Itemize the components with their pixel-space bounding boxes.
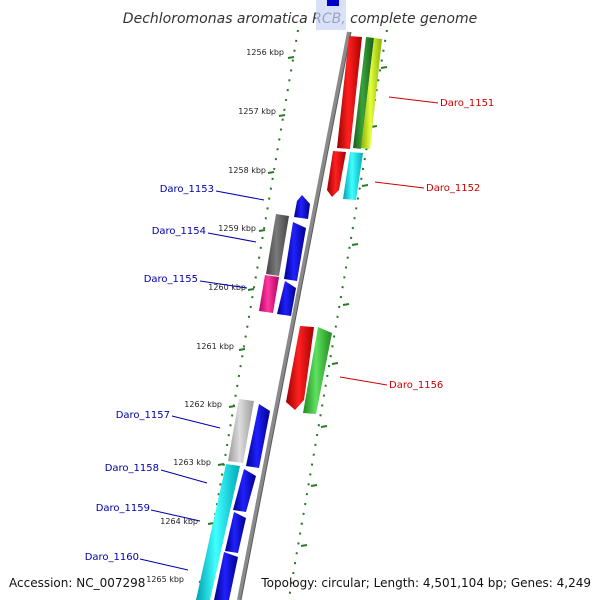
tick-label-1265: 1265 kbp	[146, 575, 184, 584]
genome-backbone-shadow	[240, 31, 352, 600]
gene-label-daro-1156[interactable]: Daro_1156	[389, 380, 443, 391]
gene-feature-blue-1158	[233, 469, 256, 512]
gene-feature-cyan-1152	[343, 152, 363, 200]
gene-daro-1157-features	[228, 399, 270, 468]
map-title: Dechloromonas aromatica RCB, complete ge…	[123, 11, 477, 27]
gene-feature-blue-1159	[225, 512, 246, 553]
gene-daro-1154-features	[266, 214, 306, 281]
tick-label-1258: 1258 kbp	[228, 166, 266, 175]
gene-daro-1156-features	[286, 326, 332, 414]
gene-label-daro-1157[interactable]: Daro_1157	[116, 410, 170, 421]
gene-feature-blue-1157	[246, 404, 270, 468]
gene-feature-lime	[361, 38, 382, 149]
tick-label-1260: 1260 kbp	[208, 283, 246, 292]
gene-feature-red-1152	[327, 151, 346, 197]
forward-track-dotted	[288, 29, 388, 599]
gene-daro-1160-feature	[214, 552, 238, 600]
gene-feature-red-1156	[286, 326, 314, 410]
gene-daro-1159-feature	[225, 512, 246, 553]
gene-label-daro-1158[interactable]: Daro_1158	[105, 463, 159, 474]
reverse-gene-labels	[139, 190, 265, 571]
gene-label-daro-1160[interactable]: Daro_1160	[85, 552, 139, 563]
gene-label-daro-1153[interactable]: Daro_1153	[160, 184, 214, 195]
gene-feature-red-1151	[337, 36, 362, 149]
summary-text: Topology: circular; Length: 4,501,104 bp…	[260, 576, 591, 590]
gene-daro-1155-features	[259, 275, 296, 316]
gene-feature-blue-1153	[294, 195, 310, 219]
gene-daro-1151-features	[337, 36, 382, 149]
gene-feature-grey-1154	[266, 214, 289, 276]
gene-feature-blue-1154	[284, 222, 306, 281]
genome-backbone	[237, 31, 351, 600]
gene-feature-darkgreen	[353, 37, 374, 149]
gene-label-daro-1154[interactable]: Daro_1154	[152, 226, 206, 237]
backbone-highlight-blue	[327, 0, 339, 6]
gene-feature-lightgrey-1157	[228, 399, 254, 463]
gene-feature-cyan-long	[196, 464, 240, 600]
gene-label-daro-1155[interactable]: Daro_1155	[144, 274, 198, 285]
gene-label-daro-1151[interactable]: Daro_1151	[440, 98, 494, 109]
gene-label-daro-1159[interactable]: Daro_1159	[96, 503, 150, 514]
accession-text: Accession: NC_007298	[9, 576, 145, 590]
tick-label-1259: 1259 kbp	[218, 224, 256, 233]
gene-feature-magenta-1155	[259, 275, 279, 313]
gene-feature-blue-1160	[214, 552, 238, 600]
tick-track-dotted	[200, 29, 299, 599]
forward-gene-labels	[339, 96, 439, 386]
gene-daro-1152-features	[327, 151, 363, 200]
gene-feature-blue-1155	[277, 281, 296, 316]
gene-feature-green-1156	[303, 327, 332, 414]
tick-label-1256: 1256 kbp	[246, 48, 284, 57]
gene-daro-1158-features	[196, 464, 256, 600]
tick-label-1264: 1264 kbp	[160, 517, 198, 526]
gene-label-daro-1152[interactable]: Daro_1152	[426, 183, 480, 194]
gene-daro-1153-feature	[294, 195, 310, 219]
tick-label-1262: 1262 kbp	[184, 400, 222, 409]
tick-label-1261: 1261 kbp	[196, 342, 234, 351]
tick-label-1263: 1263 kbp	[173, 458, 211, 467]
tick-label-1257: 1257 kbp	[238, 107, 276, 116]
